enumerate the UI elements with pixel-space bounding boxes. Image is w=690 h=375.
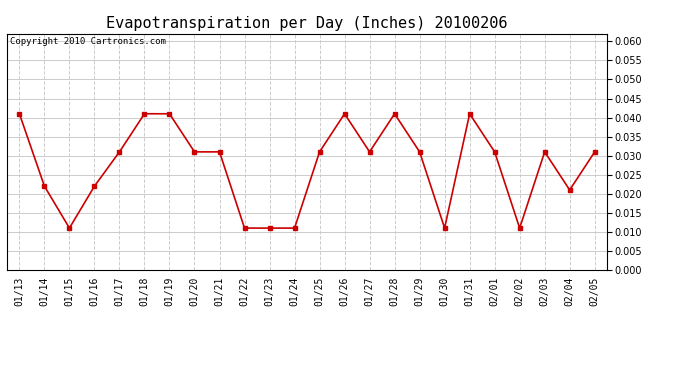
Text: Copyright 2010 Cartronics.com: Copyright 2010 Cartronics.com: [10, 37, 166, 46]
Title: Evapotranspiration per Day (Inches) 20100206: Evapotranspiration per Day (Inches) 2010…: [106, 16, 508, 31]
